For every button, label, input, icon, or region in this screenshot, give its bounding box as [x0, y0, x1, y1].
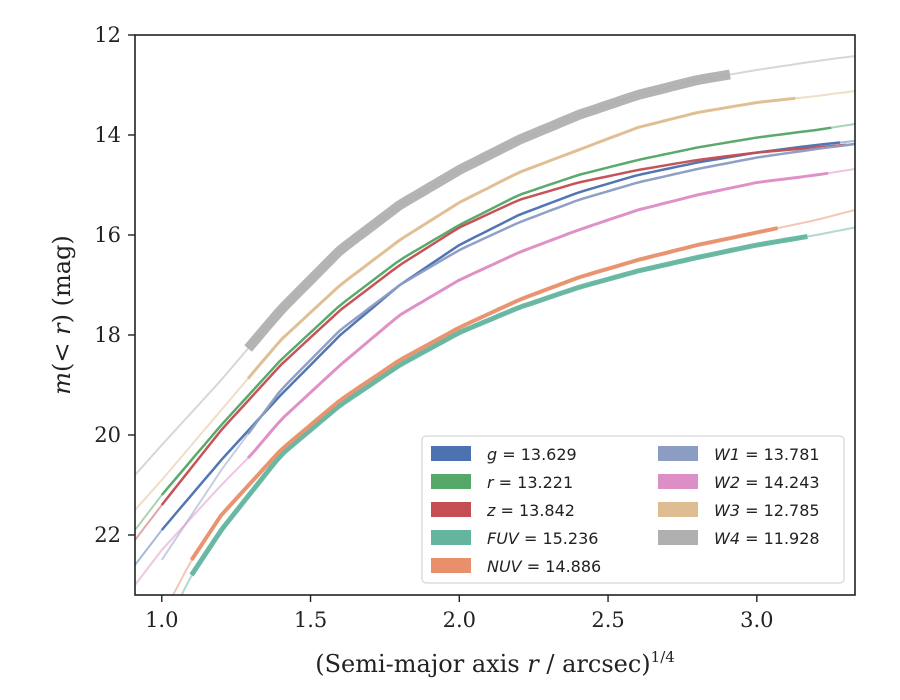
series-band-z — [160, 143, 847, 506]
x-tick-label: 2.0 — [443, 608, 476, 632]
y-tick-label: 12 — [94, 23, 121, 47]
series-band-g — [160, 141, 841, 531]
legend-label-g: g = 13.629 — [487, 445, 577, 464]
legend-swatch-r — [431, 474, 471, 489]
y-tick-label: 18 — [94, 323, 121, 347]
series-w1 — [160, 142, 855, 561]
legend-label-z: z = 13.842 — [486, 501, 575, 520]
legend-swatch-fuv — [431, 530, 471, 545]
series-z — [135, 143, 855, 541]
series-line-faint-w4 — [135, 55, 855, 476]
series-band-r — [160, 126, 832, 496]
series-fuv — [180, 226, 855, 595]
series-layer — [135, 55, 855, 595]
legend-label-nuv: NUV = 14.886 — [487, 557, 601, 576]
series-w4 — [135, 55, 855, 476]
legend-swatch-g — [431, 446, 471, 461]
series-band-w4 — [244, 69, 731, 352]
plot-frame — [134, 34, 856, 596]
legend-label-fuv: FUV = 15.236 — [487, 529, 598, 548]
series-r — [135, 123, 855, 531]
y-tick-label: 20 — [94, 423, 121, 447]
y-tick-label: 14 — [94, 123, 121, 147]
legend-swatch-z — [431, 502, 471, 517]
legend-label-w4: W4 = 11.928 — [714, 529, 820, 548]
ticks-layer: 1.0 1.5 2.0 2.5 3.0 12 14 16 18 20 22 — [94, 23, 773, 632]
legend-swatch-w4 — [658, 530, 698, 545]
legend: g = 13.629 r = 13.221 z = 13.842 FUV = 15.2… — [421, 435, 845, 584]
y-tick-label: 16 — [94, 223, 121, 247]
legend-swatch-w3 — [658, 502, 698, 517]
legend-swatch-nuv — [431, 558, 471, 573]
legend-swatch-w1 — [658, 446, 698, 461]
x-tick-label: 3.0 — [740, 608, 773, 632]
x-axis-label: (Semi-major axis r / arcsec)1/4 — [315, 648, 675, 678]
y-tick-label: 22 — [94, 523, 121, 547]
series-band-w3 — [246, 96, 796, 380]
x-tick-label: 1.0 — [145, 608, 178, 632]
legend-label-r: r = 13.221 — [487, 473, 573, 492]
x-tick-label: 2.5 — [591, 608, 624, 632]
series-band-fuv — [189, 234, 808, 577]
series-w2 — [135, 168, 855, 586]
x-tick-label: 1.5 — [294, 608, 327, 632]
series-band-w1 — [247, 142, 855, 435]
legend-label-w3: W3 = 12.785 — [714, 501, 820, 520]
legend-box — [421, 435, 845, 584]
series-band-w2 — [246, 171, 829, 460]
series-w3 — [135, 90, 855, 511]
legend-swatch-w2 — [658, 474, 698, 489]
series-band-nuv — [189, 226, 779, 562]
y-axis-label: m(< r) (mag) — [48, 235, 76, 395]
legend-label-w2: W2 = 14.243 — [714, 473, 820, 492]
legend-label-w1: W1 = 13.781 — [714, 445, 820, 464]
series-nuv — [171, 209, 855, 595]
